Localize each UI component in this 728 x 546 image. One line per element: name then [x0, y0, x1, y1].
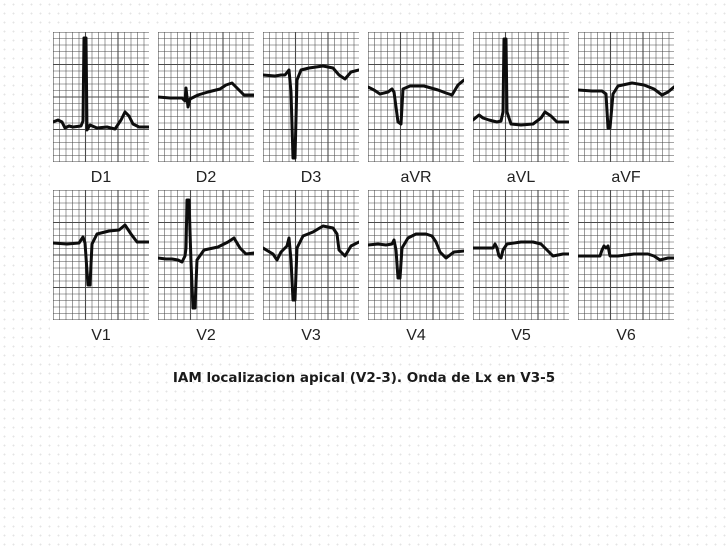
lead-panel-d3: D3: [263, 32, 359, 194]
ecg-strip-v2: [158, 190, 254, 320]
ecg-trace-v6: [578, 244, 674, 262]
lead-label: V1: [91, 327, 111, 344]
ecg-trace-v5: [473, 240, 569, 260]
lead-label: V4: [406, 327, 426, 344]
ecg-strip-avf: [578, 32, 674, 162]
ecg-trace-v1: [53, 223, 149, 287]
lead-panel-v6: V6: [578, 190, 674, 352]
ecg-strip-v1: [53, 190, 149, 320]
lead-panel-v2: V2: [158, 190, 254, 352]
ecg-strip-avl: [473, 32, 569, 162]
ecg-grid: [368, 32, 464, 162]
lead-label: V2: [196, 327, 216, 344]
ecg-grid: [53, 190, 149, 320]
lead-label: V5: [511, 327, 531, 344]
ecg-trace-d1: [53, 36, 149, 132]
ecg-trace-avf: [578, 81, 674, 130]
lead-panel-avl: aVL: [473, 32, 569, 194]
lead-label: D2: [195, 169, 217, 186]
lead-panel-v4: V4: [368, 190, 464, 352]
ecg-trace-v3: [263, 224, 359, 302]
ecg-trace-d2: [158, 81, 254, 109]
ecg-trace-v2: [158, 198, 254, 310]
ecg-strip-v4: [368, 190, 464, 320]
ecg-strip-d3: [263, 32, 359, 162]
ecg-grid: [368, 190, 464, 320]
ecg-trace-avr: [368, 78, 464, 126]
ecg-grid: [158, 32, 254, 162]
ecg-strip-d1: [53, 32, 149, 162]
caption-text: IAM localizacion apical (V2-3). Onda de …: [172, 370, 556, 386]
lead-panel-avr: aVR: [368, 32, 464, 194]
ecg-grid: [578, 32, 674, 162]
ecg-strip-v3: [263, 190, 359, 320]
lead-panel-d2: D2: [158, 32, 254, 194]
ecg-grid: [53, 32, 149, 162]
lead-label: D3: [300, 169, 322, 186]
lead-panel-d1: D1: [53, 32, 149, 194]
lead-label: aVR: [400, 169, 432, 186]
ecg-figure: D1 D2 D3 aVR aVL aVF V1 V2 V3 V4 V5 V6: [50, 30, 686, 346]
lead-label: V6: [616, 327, 636, 344]
lead-label: V3: [301, 327, 321, 344]
lead-panel-v3: V3: [263, 190, 359, 352]
ecg-grid: [263, 32, 359, 162]
ecg-strip-v5: [473, 190, 569, 320]
ecg-grid: [473, 32, 569, 162]
ecg-grid: [578, 190, 674, 320]
lead-label: D1: [90, 169, 112, 186]
ecg-trace-avl: [473, 37, 569, 127]
ecg-strip-v6: [578, 190, 674, 320]
ecg-trace-v4: [368, 232, 464, 280]
ecg-strip-avr: [368, 32, 464, 162]
lead-label: aVL: [506, 169, 536, 186]
lead-panel-avf: aVF: [578, 32, 674, 194]
ecg-grid: [158, 190, 254, 320]
ecg-trace-d3: [263, 64, 359, 160]
ecg-strip-d2: [158, 32, 254, 162]
lead-panel-v5: V5: [473, 190, 569, 352]
lead-panel-v1: V1: [53, 190, 149, 352]
lead-label: aVF: [611, 169, 641, 186]
